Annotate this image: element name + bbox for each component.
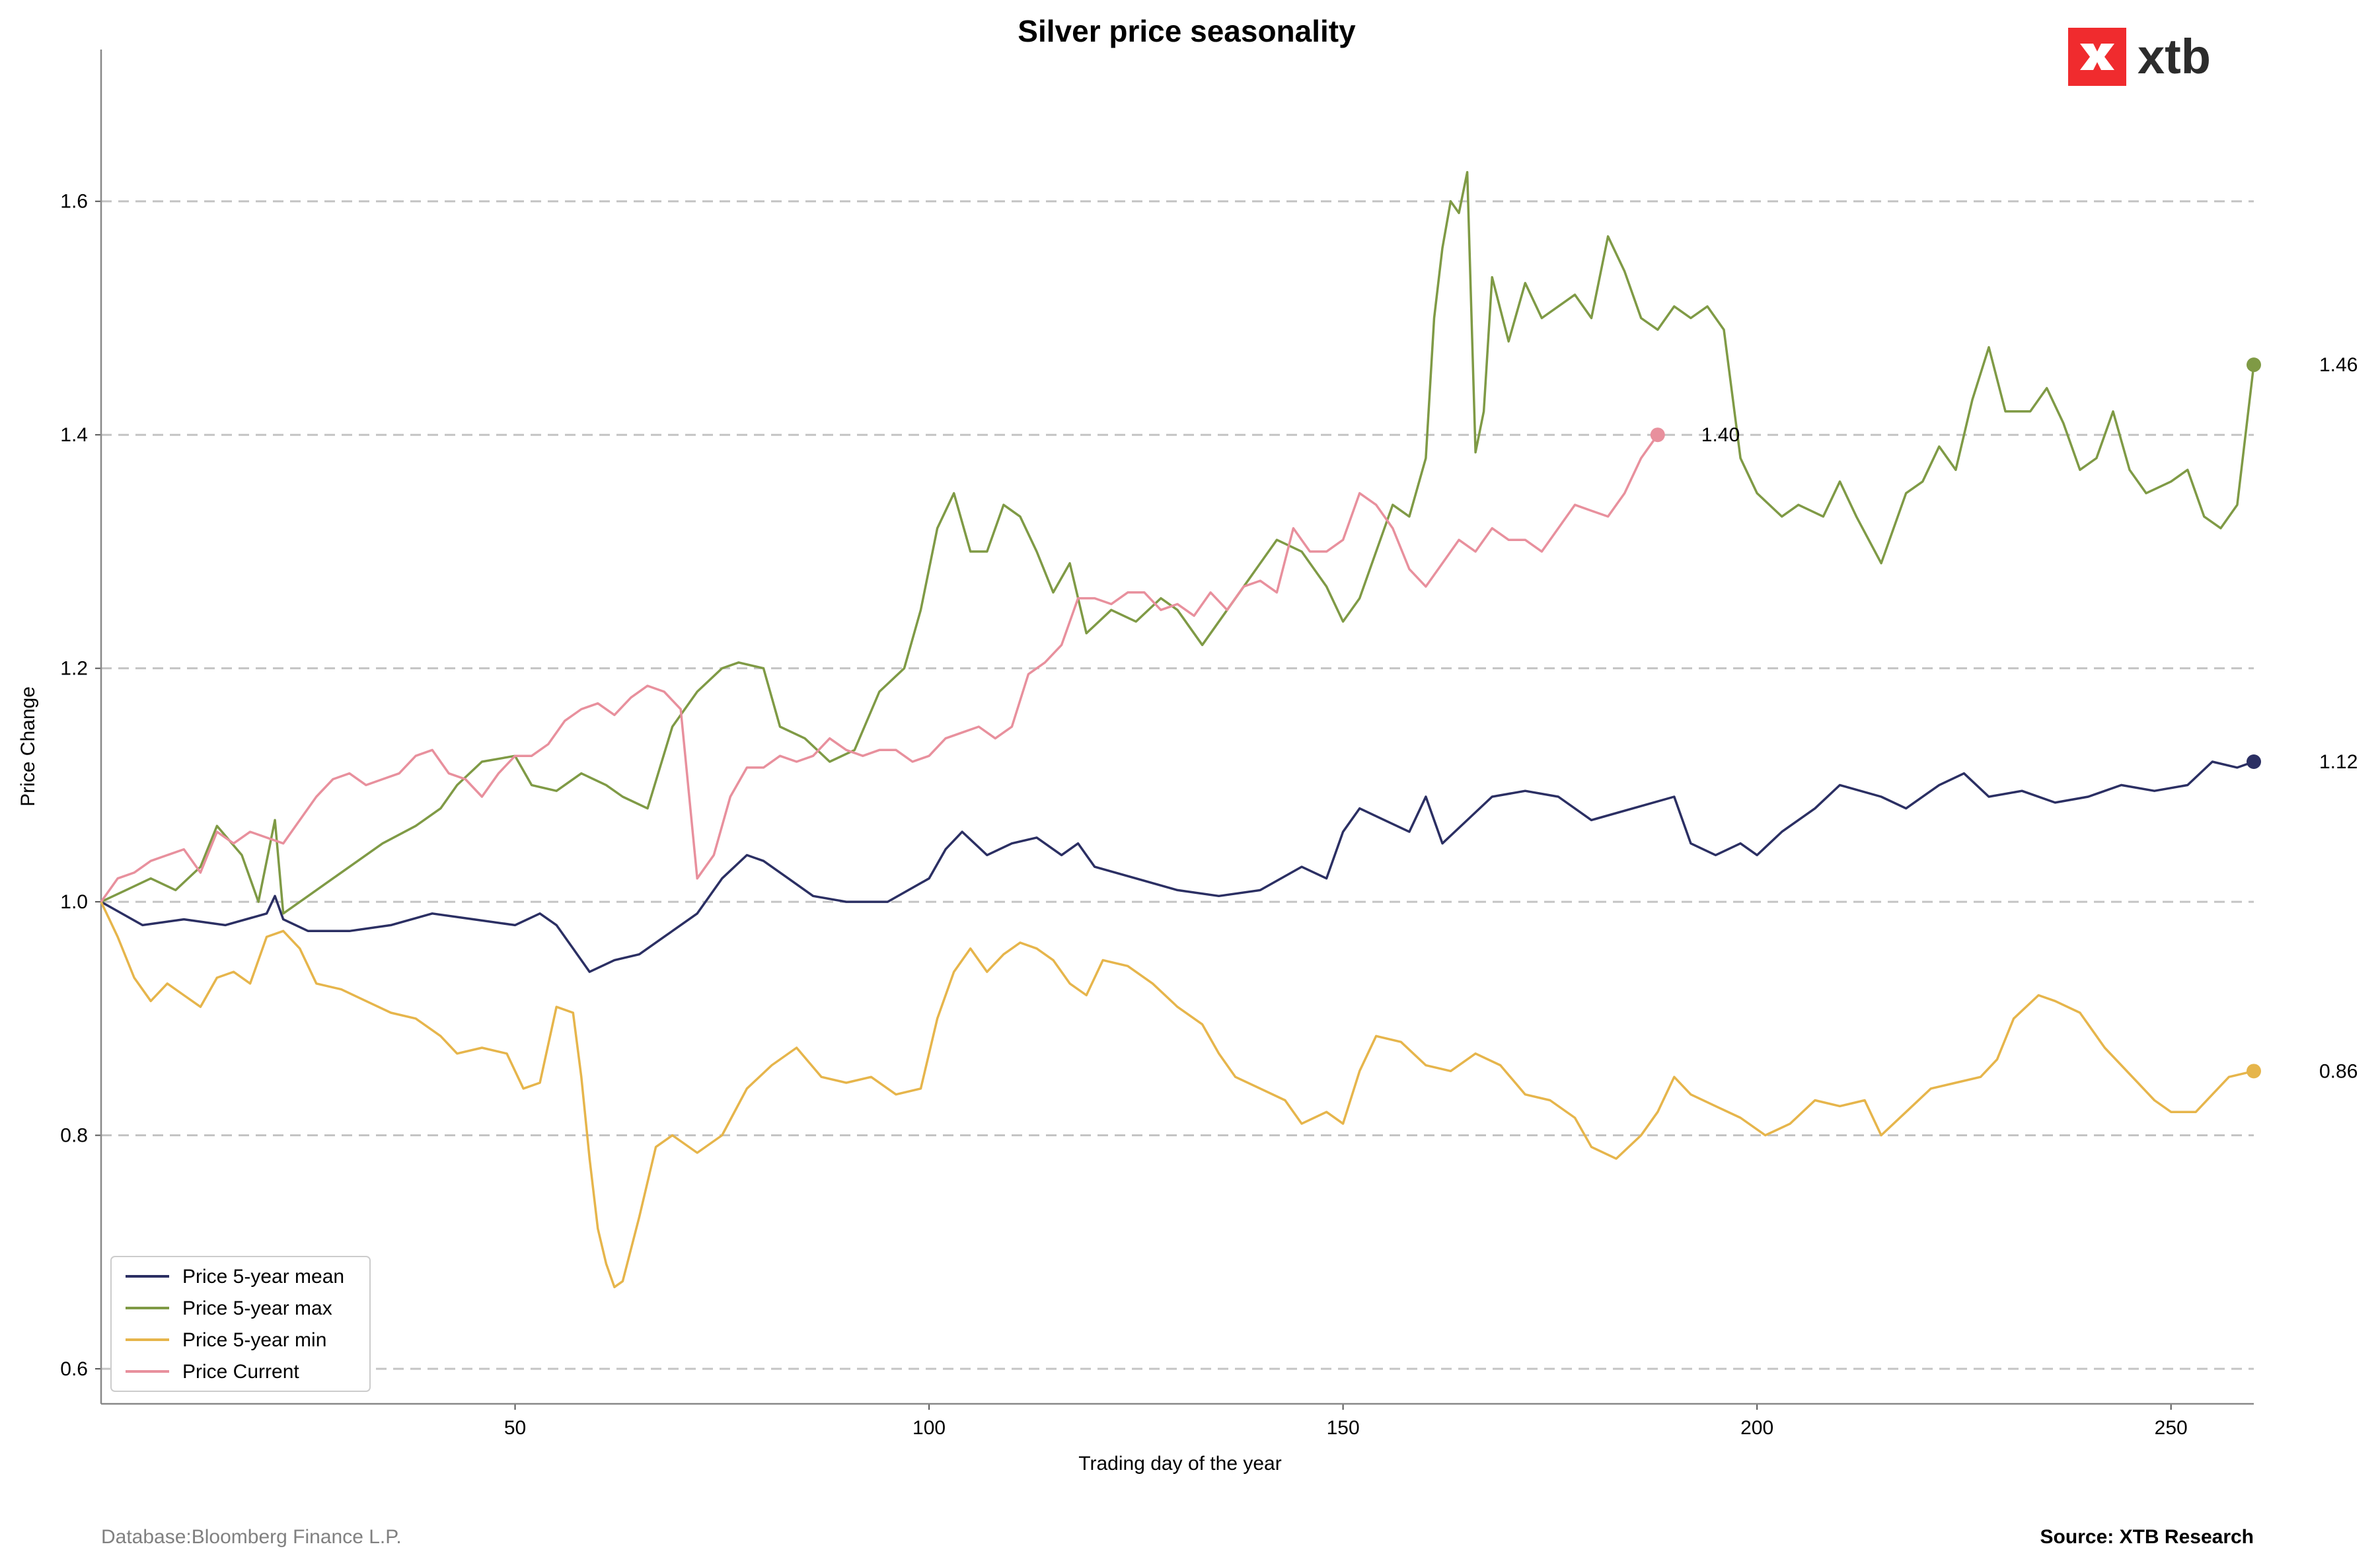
end-value-label: 1.12 — [2319, 751, 2358, 773]
x-tick-label: 250 — [2155, 1417, 2188, 1439]
legend-label: Price 5-year min — [182, 1329, 326, 1351]
x-tick-label: 150 — [1327, 1417, 1360, 1439]
end-value-label: 1.40 — [1701, 424, 1740, 446]
end-point-marker — [2247, 1064, 2261, 1079]
y-tick-label: 0.6 — [60, 1358, 88, 1380]
legend-label: Price 5-year mean — [182, 1266, 344, 1288]
x-tick-label: 50 — [504, 1417, 526, 1439]
y-tick-label: 0.8 — [60, 1125, 88, 1147]
xtb-logo: xtb — [2068, 28, 2211, 86]
end-value-label: 0.86 — [2319, 1060, 2358, 1082]
y-axis-label: Price Change — [17, 686, 39, 807]
y-tick-label: 1.4 — [60, 424, 88, 446]
current-line — [100, 434, 1659, 903]
mean-line — [100, 760, 2254, 973]
legend: Price 5-year mean Price 5-year max Price 5… — [110, 1256, 371, 1392]
max-line — [100, 170, 2255, 915]
legend-label: Price 5-year max — [182, 1297, 332, 1319]
x-tick-label: 100 — [912, 1417, 946, 1439]
chart-title: Silver price seasonality — [1018, 14, 1356, 48]
footer-database: Database:Bloomberg Finance L.P. — [101, 1526, 402, 1548]
y-tick-label: 1.2 — [60, 658, 88, 680]
axes: 0.6 0.8 1.0 1.2 1.4 1.6 50 100 150 200 250 — [60, 50, 2254, 1439]
x-axis-label: Trading day of the year — [1078, 1453, 1281, 1475]
x-tick-label: 200 — [1740, 1417, 1773, 1439]
logo-text: xtb — [2138, 29, 2211, 84]
footer-source: Source: XTB Research — [2040, 1526, 2254, 1548]
min-line — [100, 901, 2254, 1289]
legend-label: Price Current — [182, 1361, 299, 1383]
end-markers: 1.12 1.46 0.86 1.40 — [1650, 354, 2358, 1082]
end-value-label: 1.46 — [2319, 354, 2358, 376]
end-point-marker — [2247, 754, 2261, 770]
end-point-marker — [2247, 357, 2261, 373]
y-tick-label: 1.6 — [60, 191, 88, 213]
legend-box — [110, 1256, 371, 1392]
end-point-marker — [1650, 427, 1665, 443]
series-lines — [100, 170, 2255, 1289]
grid-lines — [101, 200, 2254, 1370]
y-tick-label: 1.0 — [60, 891, 88, 913]
